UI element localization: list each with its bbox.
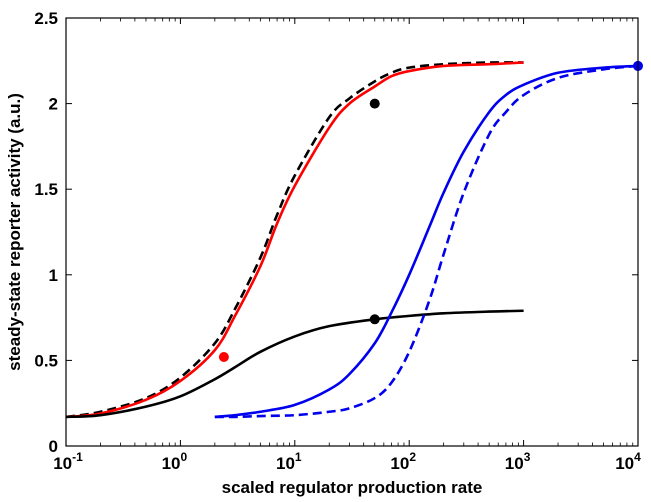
plot-lines xyxy=(65,61,639,419)
y-tick-label: 0 xyxy=(49,437,58,456)
series-line-1 xyxy=(65,61,524,419)
x-tick-label: 103 xyxy=(505,450,531,473)
x-tick-label: 101 xyxy=(276,450,302,473)
y-tick-label: 1.5 xyxy=(34,180,58,199)
x-tick-label: 104 xyxy=(615,450,641,473)
x-tick-label: 10-1 xyxy=(53,450,83,473)
series-line-2 xyxy=(65,61,524,419)
series-line-5 xyxy=(214,64,639,419)
x-tick-label: 100 xyxy=(162,450,188,473)
y-tick-label: 1 xyxy=(49,266,58,285)
x-tick-label: 102 xyxy=(390,450,416,473)
series-line-3 xyxy=(65,309,524,419)
data-point-marker-1 xyxy=(218,351,229,362)
y-tick-label: 2 xyxy=(49,95,58,114)
y-tick-label: 0.5 xyxy=(34,351,58,370)
x-tick-labels: 10-1 100 101 102 103 104 xyxy=(53,450,641,473)
axis-ticks xyxy=(65,17,639,447)
y-tick-label: 2.5 xyxy=(34,9,58,28)
series-line-4 xyxy=(214,64,639,419)
y-axis-label: steady-state reporter activity (a.u.) xyxy=(5,93,24,371)
data-point-marker-3 xyxy=(369,314,380,325)
plot-frame xyxy=(65,17,639,447)
x-axis-label: scaled regulator production rate xyxy=(222,478,483,497)
data-point-marker-2 xyxy=(369,98,380,109)
y-tick-labels: 0 0.5 1 1.5 2 2.5 xyxy=(34,9,58,456)
